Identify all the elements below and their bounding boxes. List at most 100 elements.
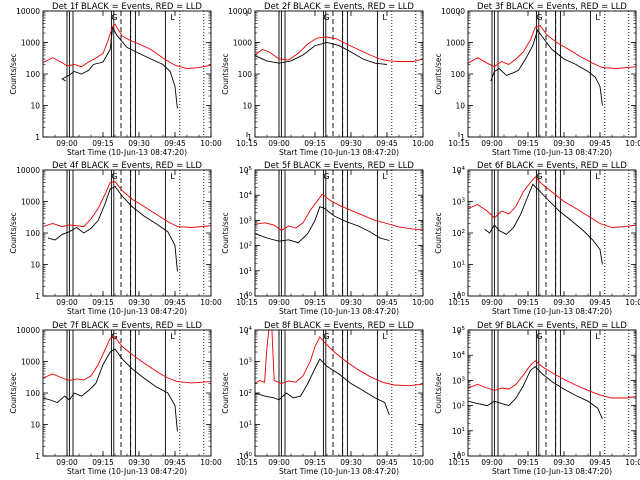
marker-label: L xyxy=(170,13,175,22)
x-tick-label: 09:30 xyxy=(128,458,150,467)
x-tick-label: 09:00 xyxy=(56,298,78,307)
x-tick-label: 09:30 xyxy=(340,139,362,148)
y-axis-label: Counts/sec xyxy=(434,372,443,413)
series-line-events xyxy=(61,26,178,109)
panel-title: Det 9f BLACK = Events, RED = LLD xyxy=(477,321,627,331)
x-tick-label: 09:00 xyxy=(481,298,503,307)
y-tick-label: 100 xyxy=(238,70,253,79)
x-tick-label: 09:00 xyxy=(56,458,78,467)
y-tick-label: 103 xyxy=(452,376,466,385)
x-tick-label: 09:45 xyxy=(164,139,186,148)
y-tick-label: 103 xyxy=(239,216,253,225)
series-line-events xyxy=(43,348,178,432)
x-tick-label: 10:15 xyxy=(448,458,470,467)
y-tick-label: 102 xyxy=(452,229,465,238)
series-group xyxy=(468,24,636,106)
series-group xyxy=(43,23,211,109)
x-tick-label: 10:00 xyxy=(625,458,640,467)
plot-frame xyxy=(254,10,424,138)
panel-title: Det 3f BLACK = Events, RED = LLD xyxy=(477,2,627,12)
y-axis-label: Counts/sec xyxy=(9,212,18,253)
y-tick-label: 1000 xyxy=(21,198,40,207)
series-line-lld xyxy=(468,24,636,69)
x-tick-label: 09:00 xyxy=(268,458,290,467)
x-tick-label: 10:00 xyxy=(412,458,434,467)
y-tick-label: 101 xyxy=(452,261,465,270)
series-line-lld xyxy=(468,176,636,228)
y-tick-label: 104 xyxy=(452,166,466,175)
series-line-events xyxy=(255,206,390,244)
y-tick-label: 100 xyxy=(26,389,41,398)
x-tick-label: 09:45 xyxy=(164,298,186,307)
y-tick-label: 102 xyxy=(239,389,252,398)
panel-title: Det 1f BLACK = Events, RED = LLD xyxy=(52,2,202,12)
y-tick-label: 10 xyxy=(30,261,40,270)
x-tick-label: 09:15 xyxy=(304,139,326,148)
y-tick-label: 10 xyxy=(30,421,40,430)
y-tick-label: 1 xyxy=(460,133,465,142)
x-tick-label: 10:15 xyxy=(236,139,258,148)
x-axis-label: Start Time (10-Jun-13 08:47:20) xyxy=(67,148,187,157)
x-tick-label: 09:45 xyxy=(376,298,398,307)
x-tick-label: 09:15 xyxy=(92,298,114,307)
marker-label: L xyxy=(170,172,175,181)
y-tick-label: 1 xyxy=(35,133,40,142)
y-tick-label: 10000 xyxy=(16,7,40,16)
plot-frame xyxy=(254,329,424,457)
x-axis-label: Start Time (10-Jun-13 08:47:20) xyxy=(67,307,187,316)
marker-label: L xyxy=(170,332,175,341)
y-tick-label: 104 xyxy=(452,351,466,360)
x-tick-label: 09:45 xyxy=(376,139,398,148)
x-tick-label: 09:15 xyxy=(304,458,326,467)
plot-frame xyxy=(42,169,212,297)
marker-label: G xyxy=(323,332,329,341)
x-tick-label: 10:15 xyxy=(236,458,258,467)
x-tick-label: 09:00 xyxy=(268,139,290,148)
y-axis-label: Counts/sec xyxy=(221,372,230,413)
x-axis-label: Start Time (10-Jun-13 08:47:20) xyxy=(279,467,399,476)
series-group xyxy=(468,360,636,419)
x-tick-label: 09:00 xyxy=(268,298,290,307)
marker-label: L xyxy=(595,13,600,22)
marker-label: L xyxy=(382,172,387,181)
series-line-events xyxy=(255,42,388,65)
y-tick-label: 103 xyxy=(452,198,466,207)
panel-title: Det 8f BLACK = Events, RED = LLD xyxy=(264,321,414,331)
y-tick-label: 100 xyxy=(452,452,466,461)
series-group xyxy=(255,330,423,416)
series-line-lld xyxy=(255,36,423,62)
y-axis-label: Counts/sec xyxy=(434,212,443,253)
series-line-events xyxy=(484,183,603,265)
y-axis-label: Counts/sec xyxy=(434,53,443,94)
y-tick-label: 101 xyxy=(452,427,465,436)
panel-title: Det 5f BLACK = Events, RED = LLD xyxy=(264,161,414,171)
y-tick-label: 10 xyxy=(455,102,465,111)
marker-label: G xyxy=(111,13,117,22)
marker-label: L xyxy=(595,332,600,341)
series-line-lld xyxy=(255,193,423,231)
plot-frame xyxy=(467,329,637,457)
x-axis-label: Start Time (10-Jun-13 08:47:20) xyxy=(492,467,612,476)
x-tick-label: 10:00 xyxy=(200,298,222,307)
y-tick-label: 102 xyxy=(452,402,465,411)
y-tick-label: 1000 xyxy=(233,39,252,48)
x-tick-label: 09:30 xyxy=(553,458,575,467)
x-tick-label: 10:00 xyxy=(412,298,434,307)
x-tick-label: 09:15 xyxy=(517,298,539,307)
y-tick-label: 1000 xyxy=(446,39,465,48)
x-tick-label: 10:00 xyxy=(412,139,434,148)
x-tick-label: 10:00 xyxy=(625,298,640,307)
x-tick-label: 10:15 xyxy=(236,298,258,307)
x-tick-label: 09:30 xyxy=(128,298,150,307)
x-tick-label: 09:15 xyxy=(92,139,114,148)
panel-title: Det 2f BLACK = Events, RED = LLD xyxy=(264,2,414,12)
y-tick-label: 104 xyxy=(239,326,253,335)
x-axis-label: Start Time (10-Jun-13 08:47:20) xyxy=(492,307,612,316)
y-tick-label: 105 xyxy=(452,326,466,335)
y-tick-label: 1000 xyxy=(21,39,40,48)
